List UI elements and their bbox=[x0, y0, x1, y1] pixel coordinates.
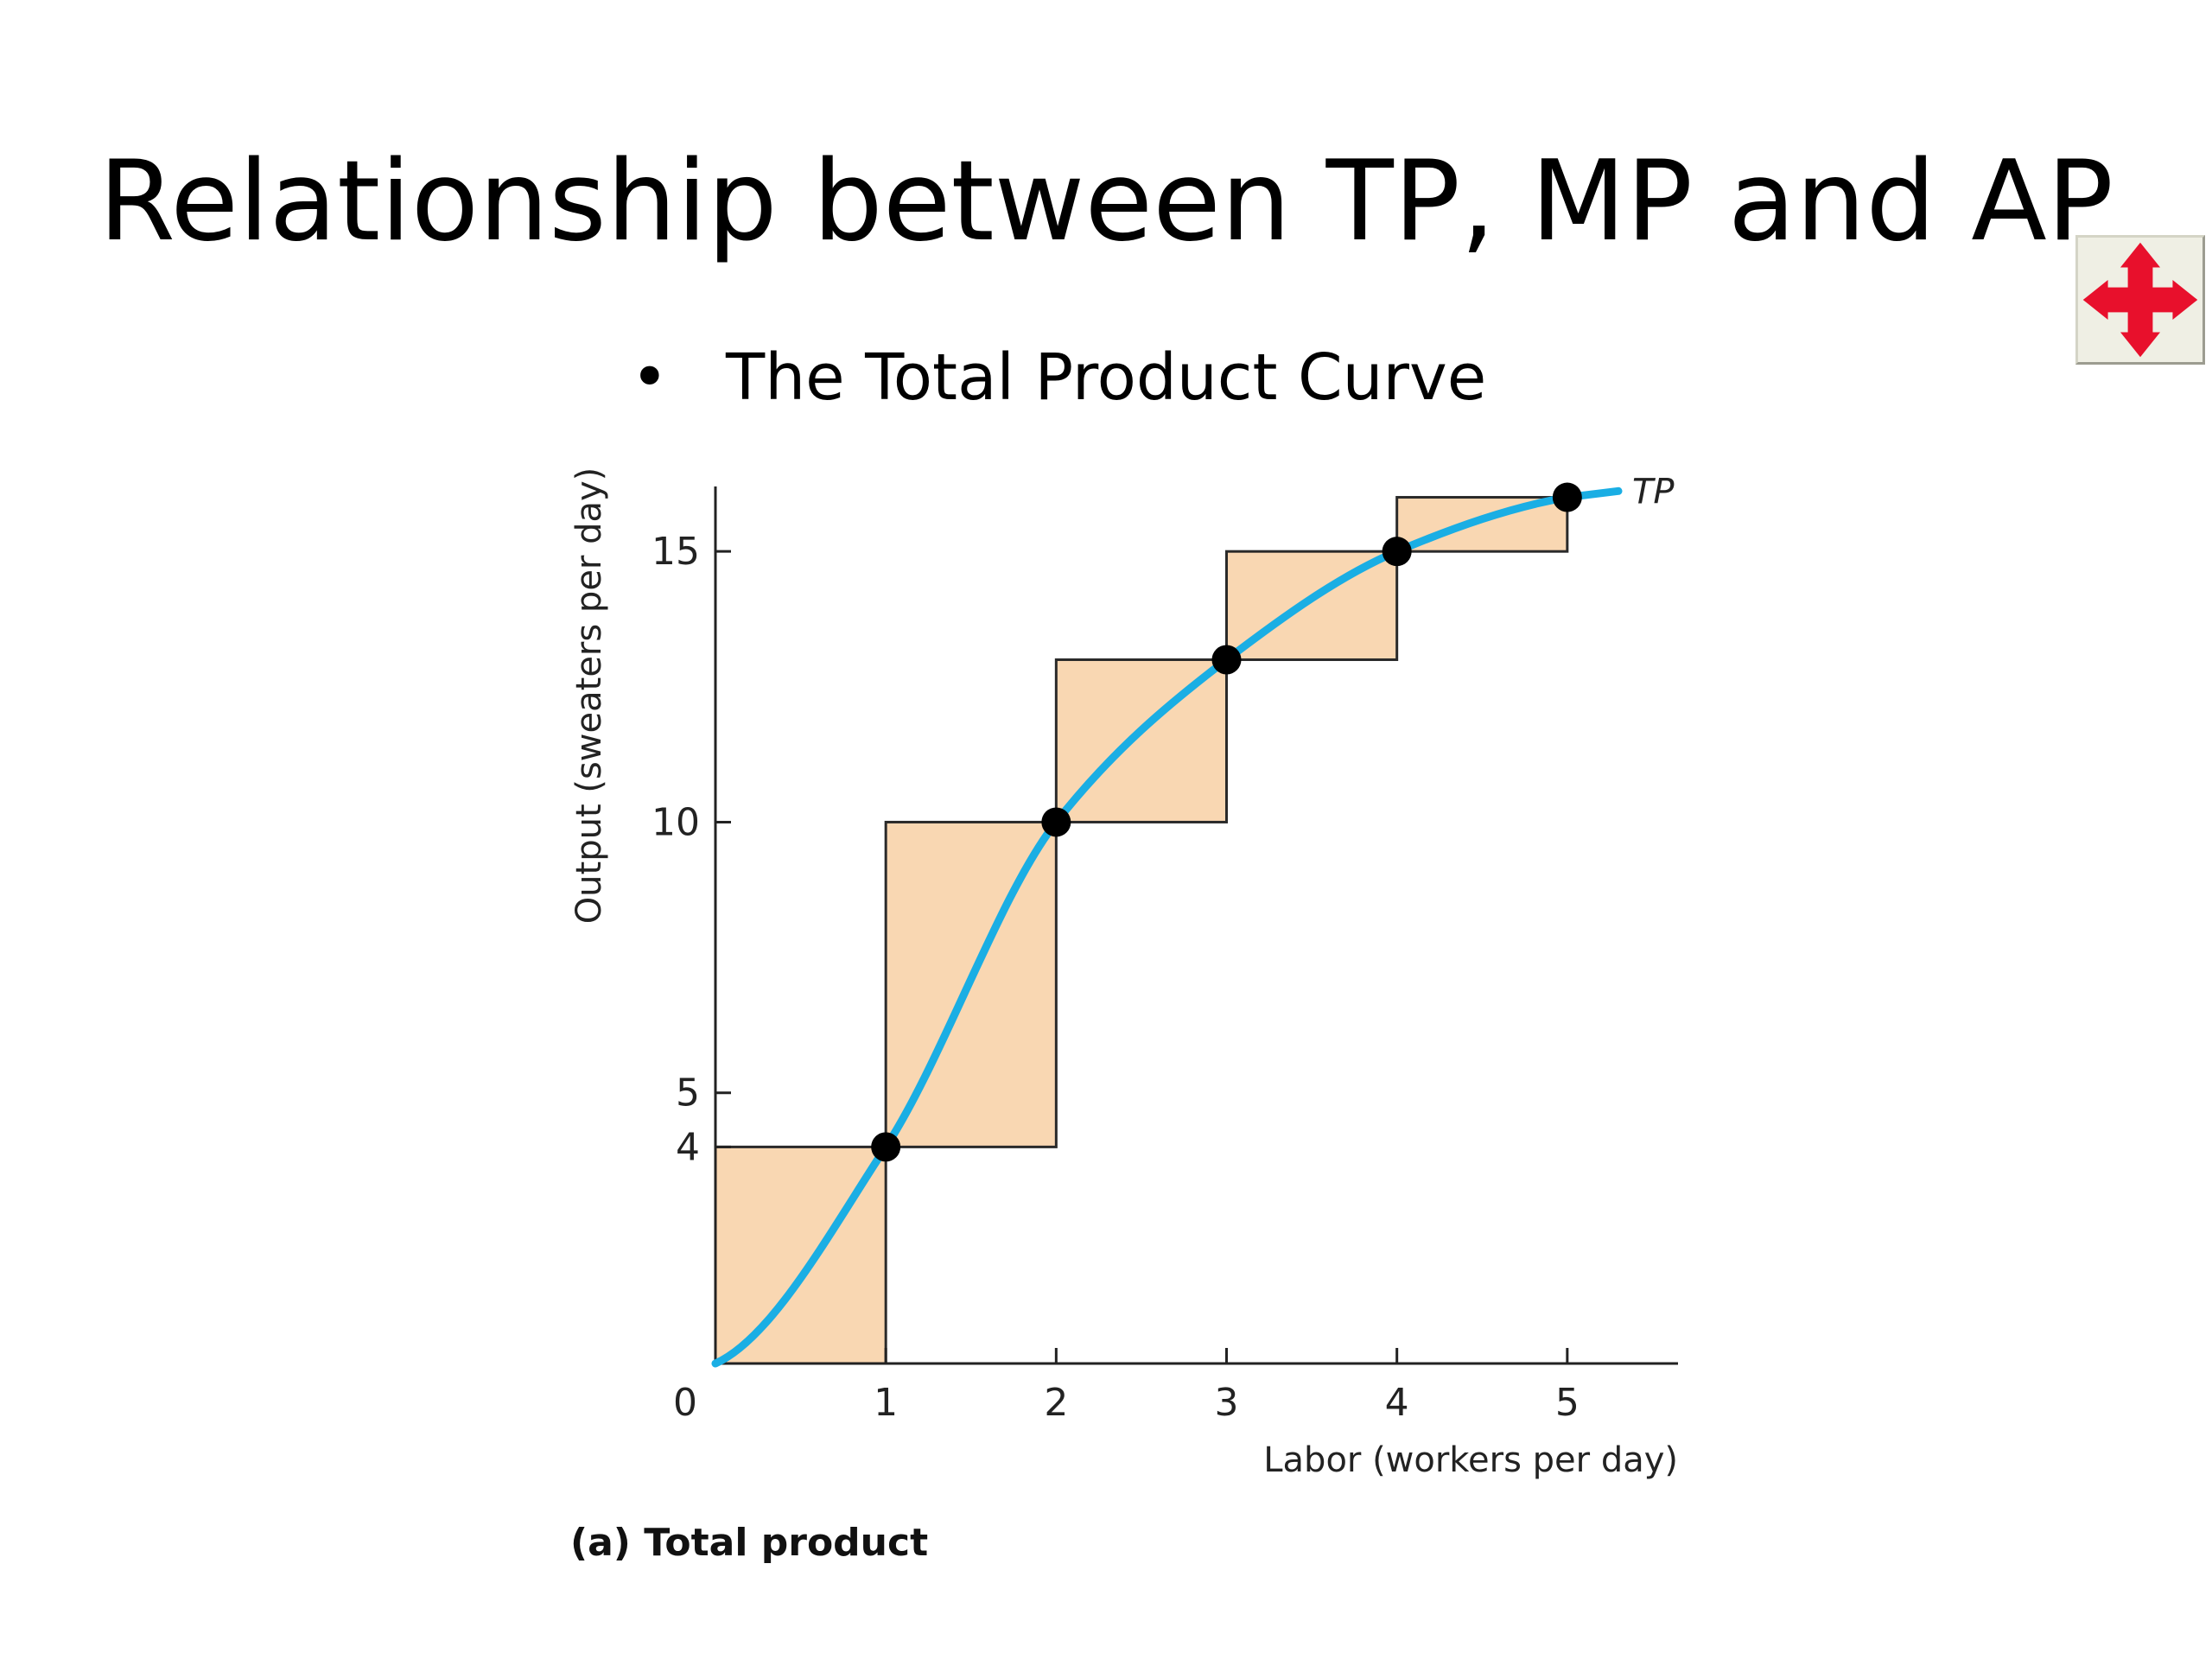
tp-point-4 bbox=[1382, 537, 1412, 567]
y-tick-label-10: 10 bbox=[652, 800, 700, 844]
y-tick-label-4: 4 bbox=[676, 1125, 700, 1169]
slide-title: Relationship between TP, MP and AP bbox=[99, 137, 2113, 266]
marginal-step-3 bbox=[1054, 658, 1229, 823]
move-button[interactable] bbox=[2075, 235, 2205, 365]
x-tick-label-5: 5 bbox=[1555, 1381, 1580, 1425]
tp-point-2 bbox=[1041, 807, 1071, 837]
tp-point-5 bbox=[1552, 482, 1582, 512]
marginal-step-1 bbox=[714, 1145, 887, 1365]
x-axis-label: Labor (workers per day) bbox=[1263, 1440, 1678, 1480]
y-tick-label-5: 5 bbox=[676, 1071, 700, 1116]
marginal-step-2 bbox=[884, 820, 1058, 1148]
series-label-tp: TP bbox=[1632, 472, 1675, 512]
tp-curve bbox=[711, 486, 1623, 1368]
y-axis-label: Output (sweaters per day) bbox=[569, 467, 609, 925]
marginal-step-4 bbox=[1225, 550, 1399, 661]
tp-point-3 bbox=[1211, 645, 1242, 675]
x-tick-label-1: 1 bbox=[874, 1381, 898, 1425]
x-tick-label-3: 3 bbox=[1215, 1381, 1239, 1425]
bullet-item: • The Total Product Curve bbox=[631, 346, 1486, 410]
bullet-text: The Total Product Curve bbox=[726, 340, 1487, 415]
y-tick-label-15: 15 bbox=[652, 530, 700, 574]
tp-point-1 bbox=[871, 1132, 901, 1162]
move-arrows-icon bbox=[2082, 242, 2198, 358]
marginal-step-5 bbox=[1395, 496, 1569, 553]
bullet-glyph: • bbox=[631, 340, 669, 415]
x-tick-label-2: 2 bbox=[1044, 1381, 1068, 1425]
chart-caption: (a) Total product bbox=[570, 1521, 928, 1565]
x-tick-label-4: 4 bbox=[1385, 1381, 1409, 1425]
x-tick-label-0: 0 bbox=[673, 1381, 697, 1425]
